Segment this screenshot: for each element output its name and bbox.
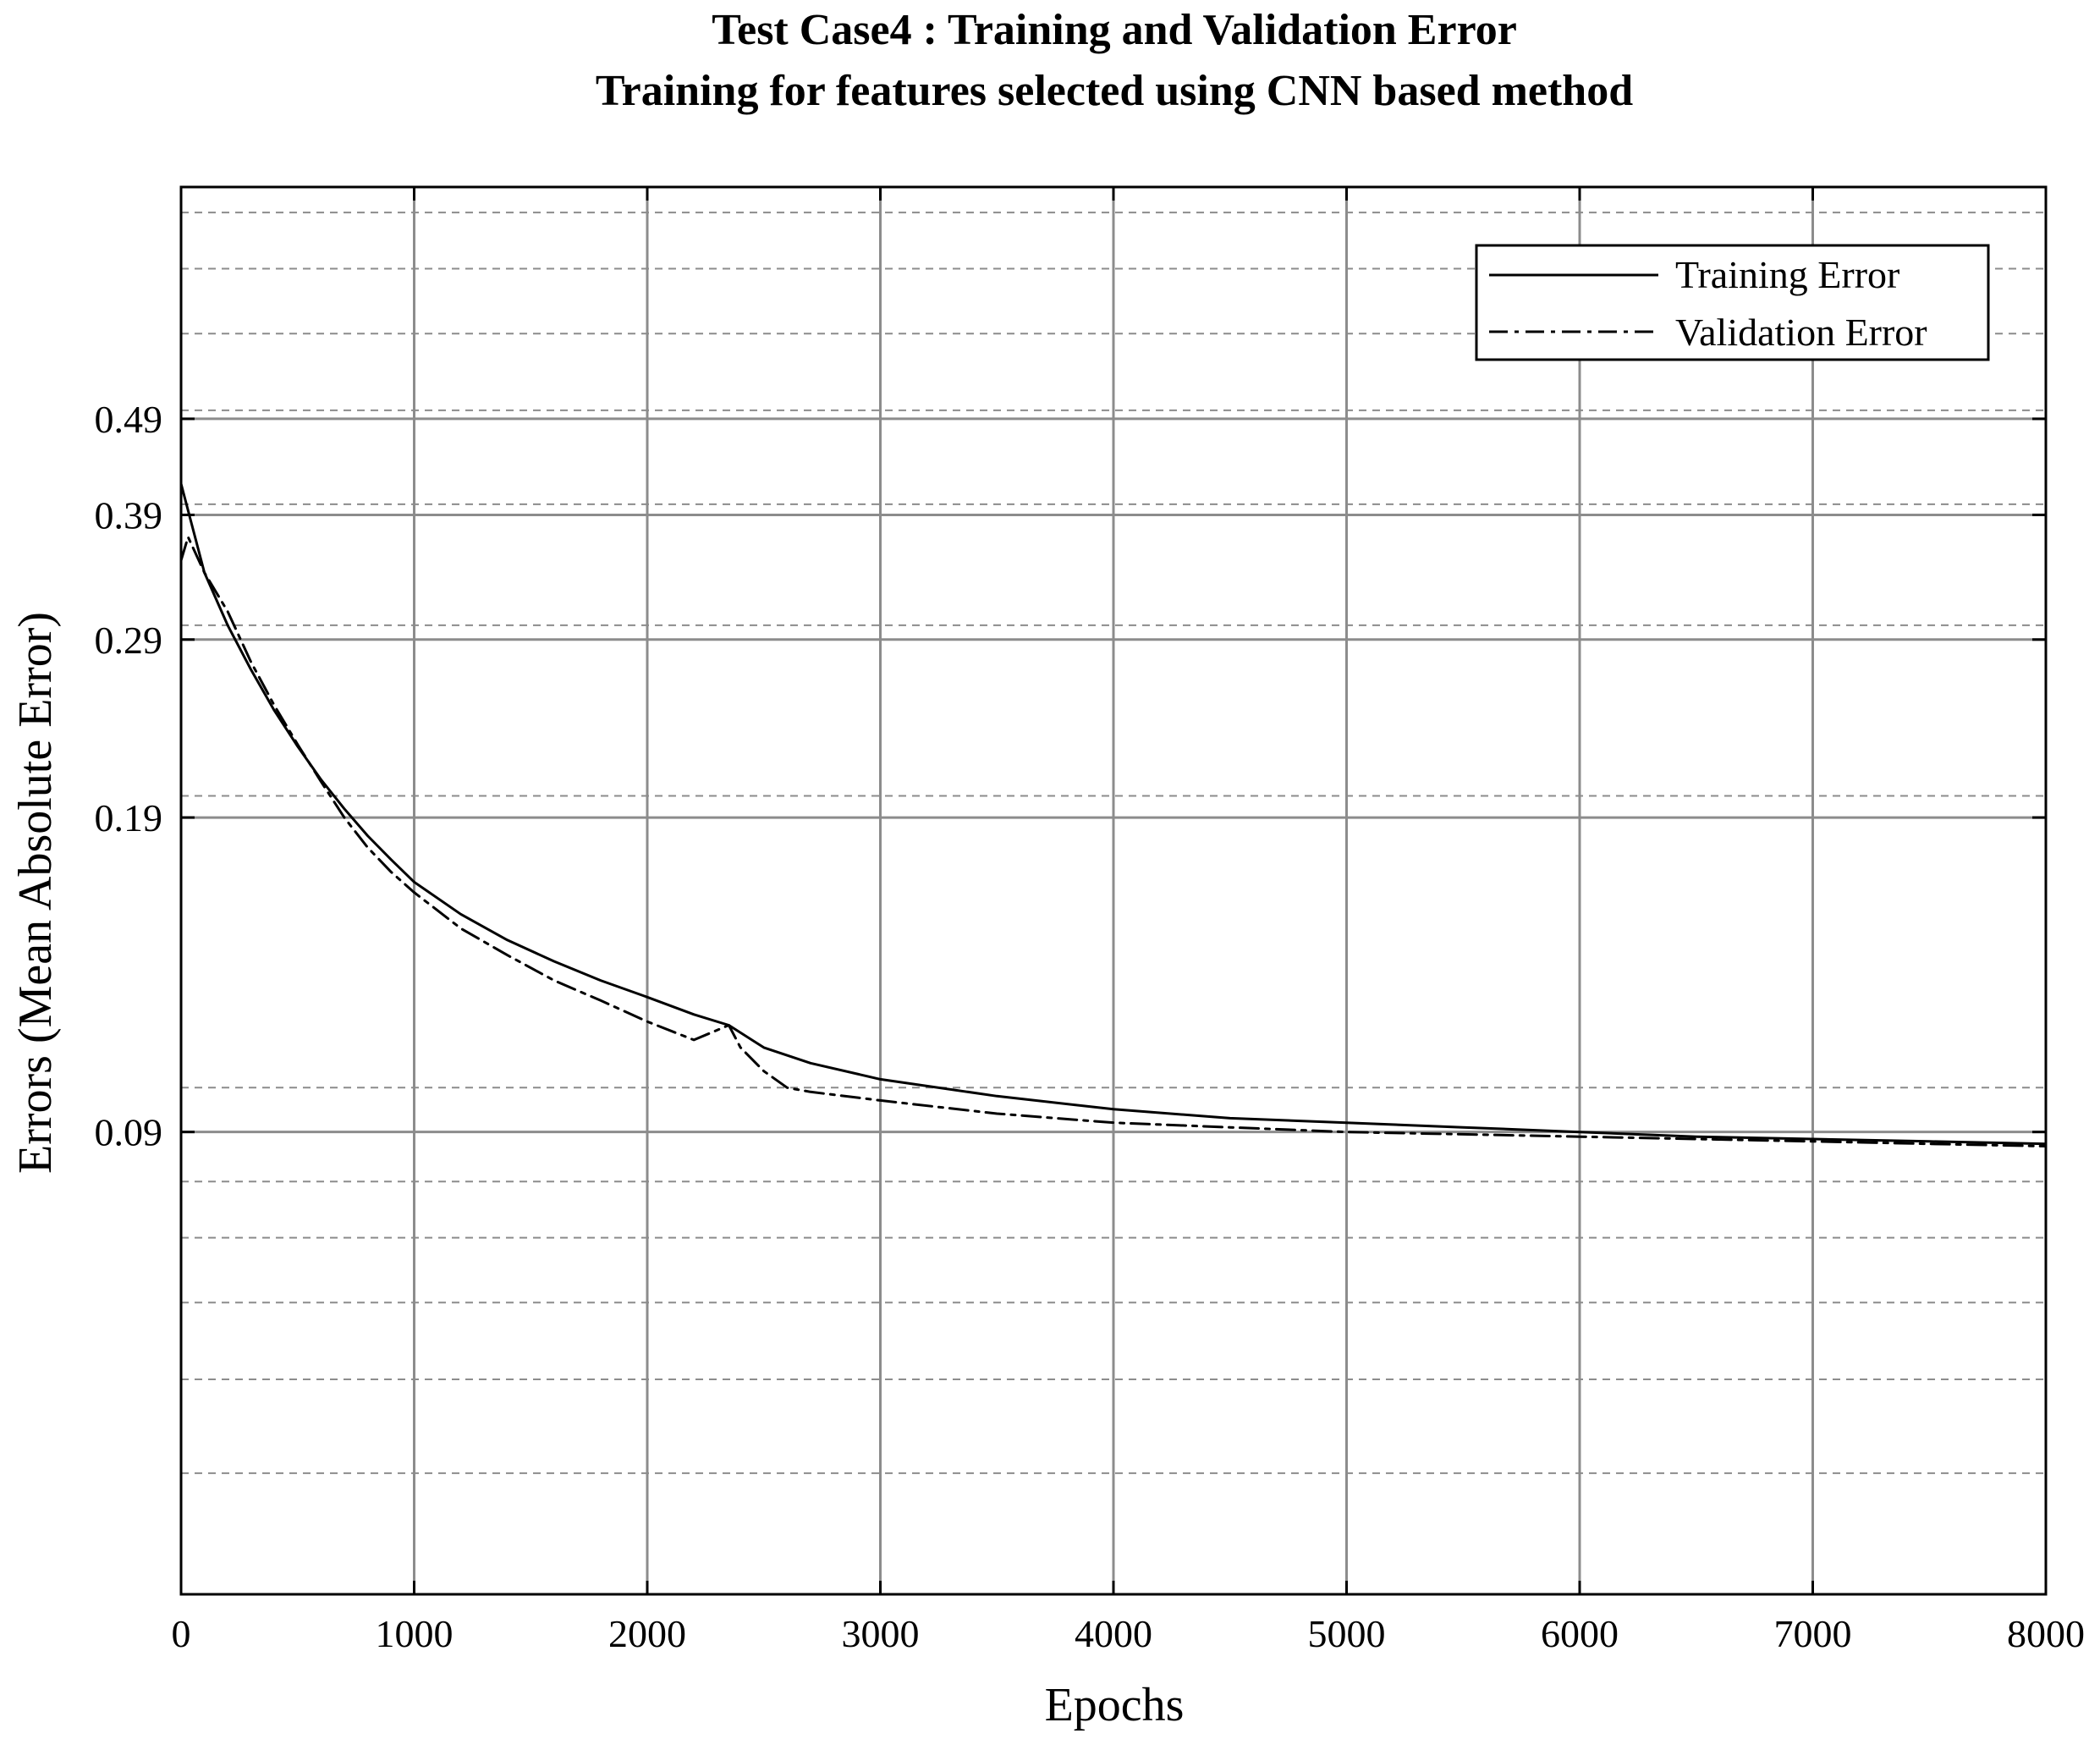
legend-label-validation: Validation Error (1675, 311, 1927, 354)
y-tick-label: 0.49 (95, 398, 163, 441)
x-tick-label: 0 (172, 1612, 191, 1655)
chart-subtitle: Training for features selected using CNN… (596, 67, 1633, 115)
y-tick-label: 0.39 (95, 493, 163, 537)
x-tick-label: 2000 (608, 1612, 686, 1655)
chart-title: Test Case4 : Training and Validation Err… (712, 6, 1517, 54)
x-tick-label: 5000 (1308, 1612, 1386, 1655)
y-tick-label: 0.09 (95, 1111, 163, 1154)
x-tick-label: 4000 (1075, 1612, 1152, 1655)
x-tick-label: 8000 (2007, 1612, 2085, 1655)
x-tick-label: 3000 (842, 1612, 920, 1655)
x-axis-label: Epochs (1045, 1679, 1185, 1731)
y-tick-label: 0.29 (95, 619, 163, 662)
legend-label-training: Training Error (1675, 253, 1899, 296)
legend: Training Error Validation Error (1475, 244, 1990, 361)
validation-error-line (179, 536, 2048, 1147)
y-tick-label: 0.19 (95, 796, 163, 839)
x-tick-label: 1000 (376, 1612, 454, 1655)
axis-ticks: 0.09 0.19 0.29 0.39 0.49 0 1000 2000 3000 4000 500… (95, 187, 2085, 1655)
legend-box (1475, 244, 1990, 361)
plot-series (179, 482, 2048, 1147)
y-axis-label: Errors (Mean Absolute Error) (9, 612, 62, 1174)
grid-lines (181, 187, 2046, 1594)
x-tick-label: 6000 (1541, 1612, 1619, 1655)
x-tick-label: 7000 (1774, 1612, 1852, 1655)
